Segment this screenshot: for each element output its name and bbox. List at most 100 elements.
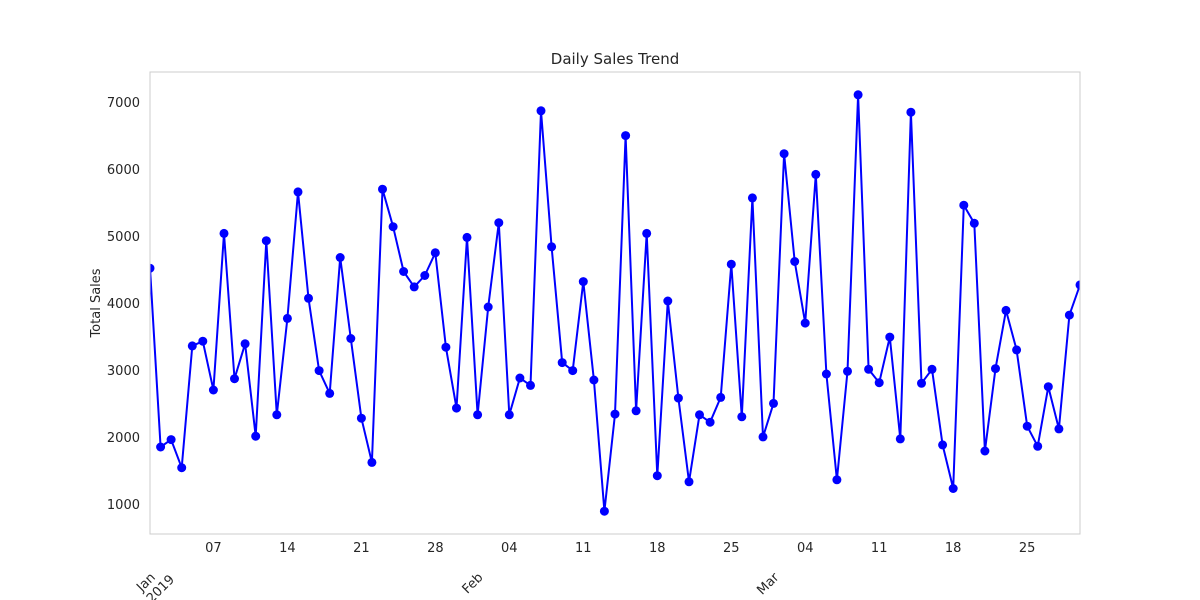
data-point-2019-02-10 — [568, 366, 578, 376]
data-point-2019-03-18 — [948, 484, 958, 493]
data-point-2019-03-26 — [1033, 441, 1043, 451]
data-point-2019-02-21 — [684, 477, 694, 487]
data-point-2019-01-06 — [198, 336, 208, 346]
data-point-2019-01-11 — [251, 431, 261, 441]
data-point-2019-03-28 — [1054, 424, 1064, 434]
data-point-2019-03-29 — [1064, 310, 1074, 320]
x-tick-label-2019-02-04: 04 — [501, 541, 518, 556]
data-point-2019-01-03 — [166, 435, 176, 445]
data-point-2019-02-07 — [536, 106, 546, 116]
data-point-2019-01-23 — [378, 184, 387, 194]
data-point-2019-03-14 — [906, 107, 916, 117]
data-point-2019-02-05 — [515, 373, 525, 383]
data-point-2019-02-02 — [483, 302, 493, 312]
data-point-2019-02-06 — [526, 380, 535, 390]
data-point-2019-03-30 — [1075, 280, 1080, 290]
data-point-2019-03-19 — [959, 200, 969, 210]
data-point-2019-01-20 — [346, 334, 356, 343]
x-tick-label-2019-03-04: 04 — [797, 541, 814, 556]
data-point-2019-01-22 — [367, 457, 377, 467]
data-point-2019-01-16 — [304, 293, 313, 303]
data-point-2019-02-01 — [473, 410, 483, 420]
data-point-2019-01-31 — [462, 232, 472, 242]
data-point-2019-02-15 — [621, 131, 631, 141]
y-axis-label: Total Sales — [89, 268, 104, 338]
data-point-2019-01-15 — [293, 187, 303, 197]
plot-area — [150, 90, 1080, 516]
data-point-2019-03-08 — [843, 366, 852, 376]
x-tick-label-2019-01-14: 14 — [279, 541, 296, 556]
data-point-2019-02-27 — [747, 193, 757, 203]
data-point-2019-01-24 — [388, 222, 398, 232]
data-point-2019-03-13 — [895, 434, 905, 444]
data-point-2019-01-07 — [208, 385, 218, 395]
data-point-2019-02-19 — [663, 296, 673, 306]
data-point-2019-01-09 — [230, 374, 239, 384]
data-point-2019-02-24 — [716, 392, 726, 402]
data-point-2019-02-25 — [726, 259, 736, 269]
x-tick-label-2019-03-18: 18 — [945, 541, 962, 556]
data-point-2019-01-12 — [261, 236, 271, 246]
data-point-2019-01-14 — [282, 313, 292, 323]
data-point-2019-03-09 — [853, 90, 863, 100]
data-point-2019-03-01 — [769, 398, 778, 408]
y-tick-label-5000: 5000 — [107, 230, 140, 245]
data-point-2019-02-16 — [631, 406, 641, 416]
y-tick-label-6000: 6000 — [107, 163, 140, 178]
data-point-2019-01-17 — [314, 366, 324, 376]
data-point-2019-03-24 — [1012, 345, 1022, 355]
data-point-2019-03-02 — [779, 149, 789, 159]
data-point-2019-01-28 — [430, 248, 440, 258]
y-axis-ticks: 1000 2000 3000 4000 5000 6000 7000 — [107, 96, 140, 513]
data-point-2019-03-16 — [927, 364, 937, 374]
x-tick-label-2019-03-25: 25 — [1019, 541, 1036, 556]
x-tick-label-2019-02-18: 18 — [649, 541, 666, 556]
x-tick-label-2019-02-11: 11 — [575, 541, 592, 556]
data-point-2019-01-19 — [335, 253, 345, 262]
data-point-2019-01-13 — [272, 410, 282, 420]
x-tick-label-2019-01-28: 28 — [427, 541, 444, 556]
y-tick-label-3000: 3000 — [107, 364, 140, 379]
data-point-2019-03-10 — [864, 364, 874, 374]
data-point-2019-02-12 — [589, 375, 599, 385]
data-point-2019-02-08 — [547, 242, 557, 252]
plot-frame — [149, 71, 1081, 535]
data-point-2019-03-20 — [969, 218, 979, 228]
data-point-2019-01-21 — [356, 413, 366, 423]
data-point-2019-03-04 — [800, 318, 810, 328]
data-point-2019-03-03 — [790, 257, 800, 266]
data-point-2019-01-29 — [441, 342, 451, 352]
data-point-2019-02-22 — [695, 410, 704, 420]
x-tick-label-2019-03-11: 11 — [871, 541, 888, 556]
data-point-2019-03-15 — [917, 378, 926, 388]
data-point-2019-01-26 — [409, 282, 419, 292]
data-point-2019-03-05 — [811, 169, 821, 179]
data-point-2019-02-17 — [642, 228, 652, 238]
y-tick-label-1000: 1000 — [107, 498, 140, 513]
data-point-2019-03-17 — [938, 440, 948, 450]
data-point-2019-03-12 — [885, 332, 895, 342]
data-point-2019-01-08 — [219, 228, 229, 238]
y-tick-label-4000: 4000 — [107, 297, 140, 312]
data-point-2019-01-18 — [325, 388, 335, 398]
data-point-2019-02-04 — [504, 410, 514, 420]
data-point-2019-01-02 — [156, 442, 166, 452]
y-tick-label-7000: 7000 — [107, 96, 140, 111]
data-point-2019-02-18 — [652, 471, 662, 481]
data-point-2019-01-25 — [399, 267, 409, 276]
data-point-2019-02-03 — [494, 218, 504, 228]
data-point-2019-02-14 — [610, 409, 620, 419]
data-point-2019-03-27 — [1043, 382, 1053, 392]
data-point-2019-01-05 — [187, 341, 197, 351]
data-point-2019-03-07 — [832, 475, 842, 485]
y-tick-label-2000: 2000 — [107, 431, 140, 446]
data-point-2019-01-04 — [177, 463, 187, 473]
data-point-2019-02-20 — [673, 393, 683, 403]
data-point-2019-02-11 — [578, 277, 588, 287]
data-point-2019-02-23 — [705, 417, 715, 427]
data-point-2019-02-13 — [599, 506, 609, 516]
x-tick-label-2019-02-25: 25 — [723, 541, 740, 556]
data-point-2019-03-21 — [980, 446, 990, 456]
